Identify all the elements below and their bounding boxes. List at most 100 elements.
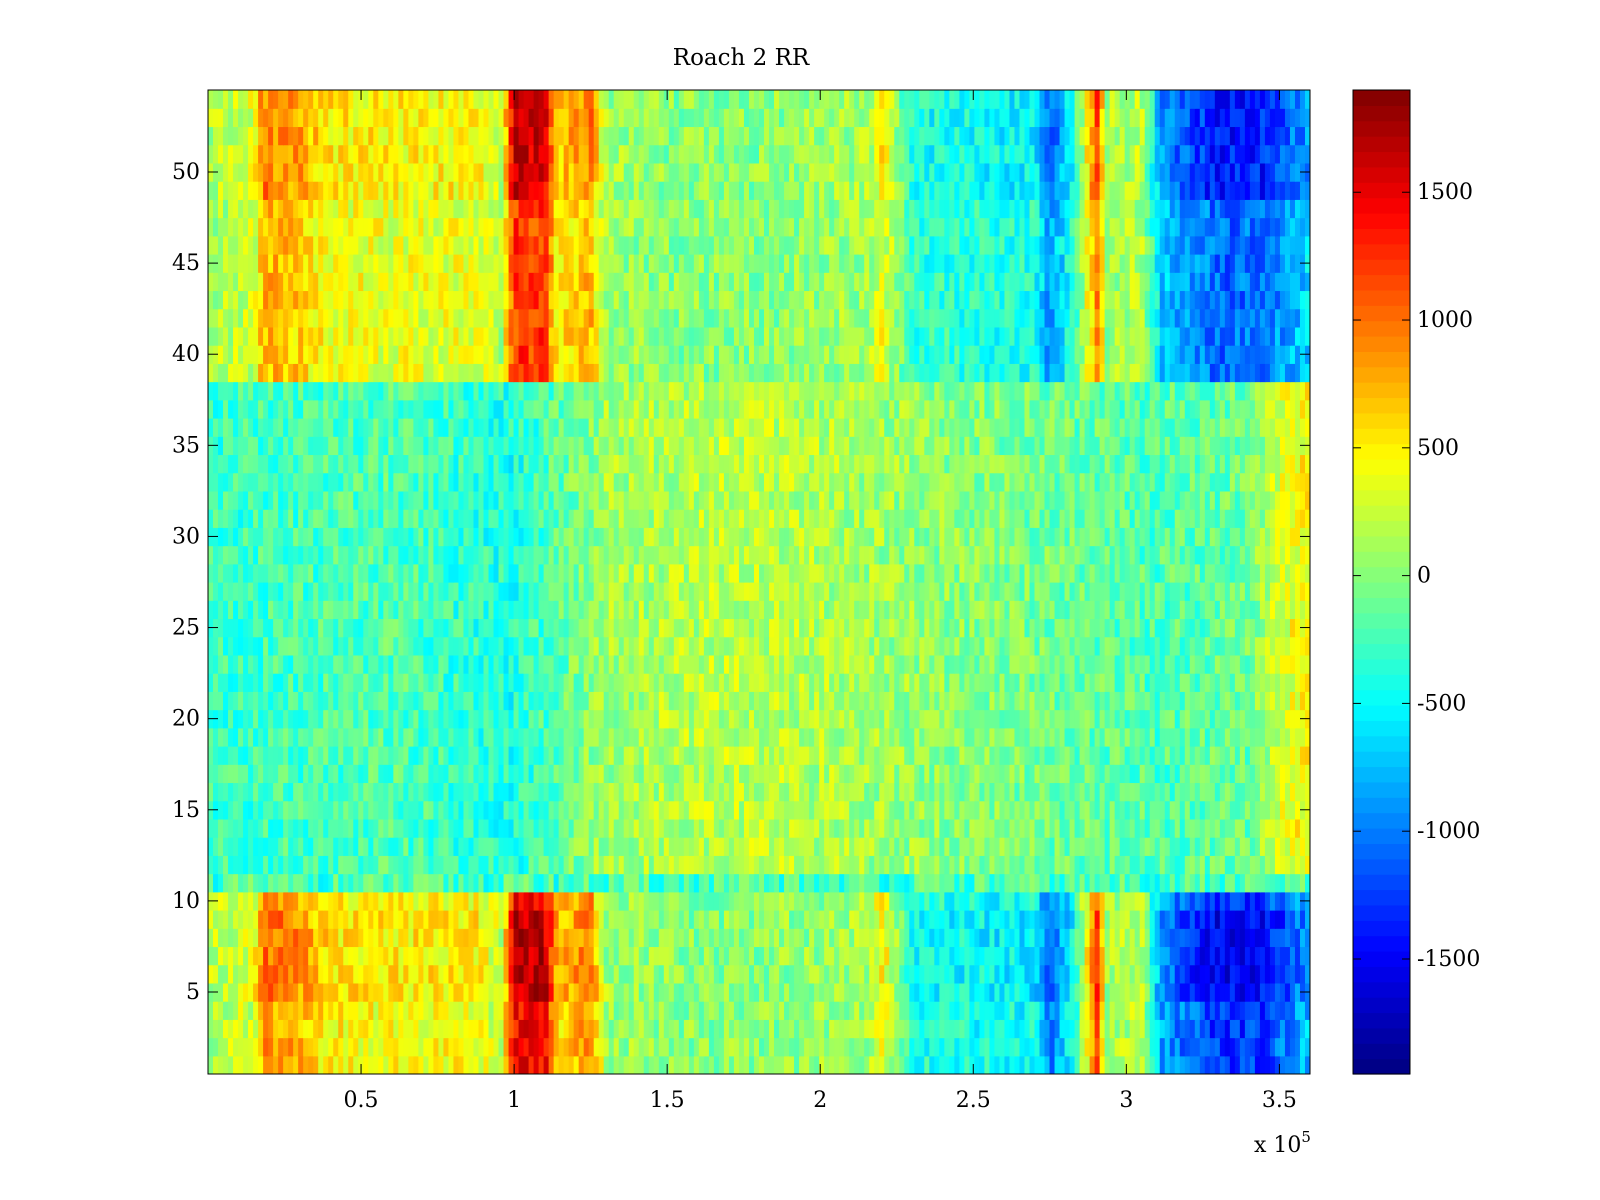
heatmap-cell [859,673,865,692]
heatmap-cell [1175,965,1181,984]
heatmap-cell [899,928,905,947]
heatmap-cell [1215,874,1221,893]
heatmap-cell [443,874,449,893]
heatmap-cell [1085,1056,1091,1075]
heatmap-cell [909,892,915,911]
heatmap-cell [879,819,885,838]
heatmap-cell [1050,1019,1056,1038]
heatmap-cell [829,1001,835,1020]
heatmap-cell [328,910,334,929]
heatmap-cell [273,819,279,838]
heatmap-cell [413,782,419,801]
heatmap-cell [443,855,449,874]
heatmap-cell [869,1038,875,1057]
heatmap-cell [208,1038,214,1057]
heatmap-cell [218,801,224,820]
heatmap-cell [463,928,469,947]
heatmap-cell [423,819,429,838]
heatmap-cell [1210,874,1216,893]
heatmap-cell [644,655,650,674]
heatmap-cell [423,910,429,929]
heatmap-cell [383,710,389,729]
heatmap-cell [934,965,940,984]
heatmap-cell [318,1019,324,1038]
heatmap-cell [699,965,705,984]
heatmap-cell [624,928,630,947]
heatmap-cell [534,946,540,965]
heatmap-cell [694,710,700,729]
heatmap-cell [689,655,695,674]
heatmap-cell [478,710,484,729]
heatmap-cell [969,1056,975,1075]
heatmap-cell [719,855,725,874]
heatmap-cell [308,782,314,801]
heatmap-cell [333,965,339,984]
heatmap-cell [639,782,645,801]
heatmap-cell [619,874,625,893]
heatmap-cell [1055,837,1061,856]
heatmap-cell [318,819,324,838]
heatmap-cell [403,691,409,710]
heatmap-cell [684,965,690,984]
heatmap-cell [824,946,830,965]
heatmap-cell [664,710,670,729]
heatmap-cell [1220,874,1226,893]
heatmap-cell [213,1038,219,1057]
heatmap-cell [674,819,680,838]
heatmap-cell [1090,946,1096,965]
heatmap-cell [664,782,670,801]
heatmap-cell [268,1056,274,1075]
heatmap-cell [1045,782,1051,801]
heatmap-cell [654,946,660,965]
heatmap-cell [273,855,279,874]
heatmap-cell [1200,746,1206,765]
heatmap-cell [393,1019,399,1038]
heatmap-cell [554,710,560,729]
heatmap-cell [338,746,344,765]
heatmap-cell [1014,691,1020,710]
heatmap-cell [418,874,424,893]
heatmap-cell [534,837,540,856]
heatmap-cell [949,819,955,838]
heatmap-cell [754,782,760,801]
heatmap-cell [534,782,540,801]
heatmap-cell [894,855,900,874]
heatmap-cell [243,673,249,692]
heatmap-cell [569,1019,575,1038]
heatmap-cell [1295,855,1301,874]
heatmap-cell [684,764,690,783]
heatmap-cell [739,1038,745,1057]
heatmap-cell [1055,673,1061,692]
heatmap-cell [428,892,434,911]
heatmap-cell [1130,782,1136,801]
heatmap-cell [689,946,695,965]
heatmap-cell [1205,946,1211,965]
heatmap-cell [473,837,479,856]
heatmap-cell [1090,782,1096,801]
heatmap-cell [333,655,339,674]
heatmap-cell [789,673,795,692]
heatmap-cell [1090,728,1096,747]
heatmap-cell [729,910,735,929]
heatmap-cell [589,928,595,947]
heatmap-cell [794,1019,800,1038]
heatmap-cell [1155,946,1161,965]
heatmap-cell [323,801,329,820]
heatmap-cell [804,946,810,965]
heatmap-cell [1195,801,1201,820]
heatmap-cell [398,983,404,1002]
heatmap-cell [1220,910,1226,929]
heatmap-cell [1060,764,1066,783]
heatmap-cell [1140,1019,1146,1038]
heatmap-cell [629,910,635,929]
heatmap-cell [774,983,780,1002]
heatmap-cell [634,910,640,929]
heatmap-cell [754,1038,760,1057]
heatmap-cell [273,965,279,984]
heatmap-cell [774,910,780,929]
heatmap-cell [519,782,525,801]
heatmap-cell [869,728,875,747]
heatmap-cell [519,874,525,893]
heatmap-cell [283,855,289,874]
heatmap-cell [263,819,269,838]
